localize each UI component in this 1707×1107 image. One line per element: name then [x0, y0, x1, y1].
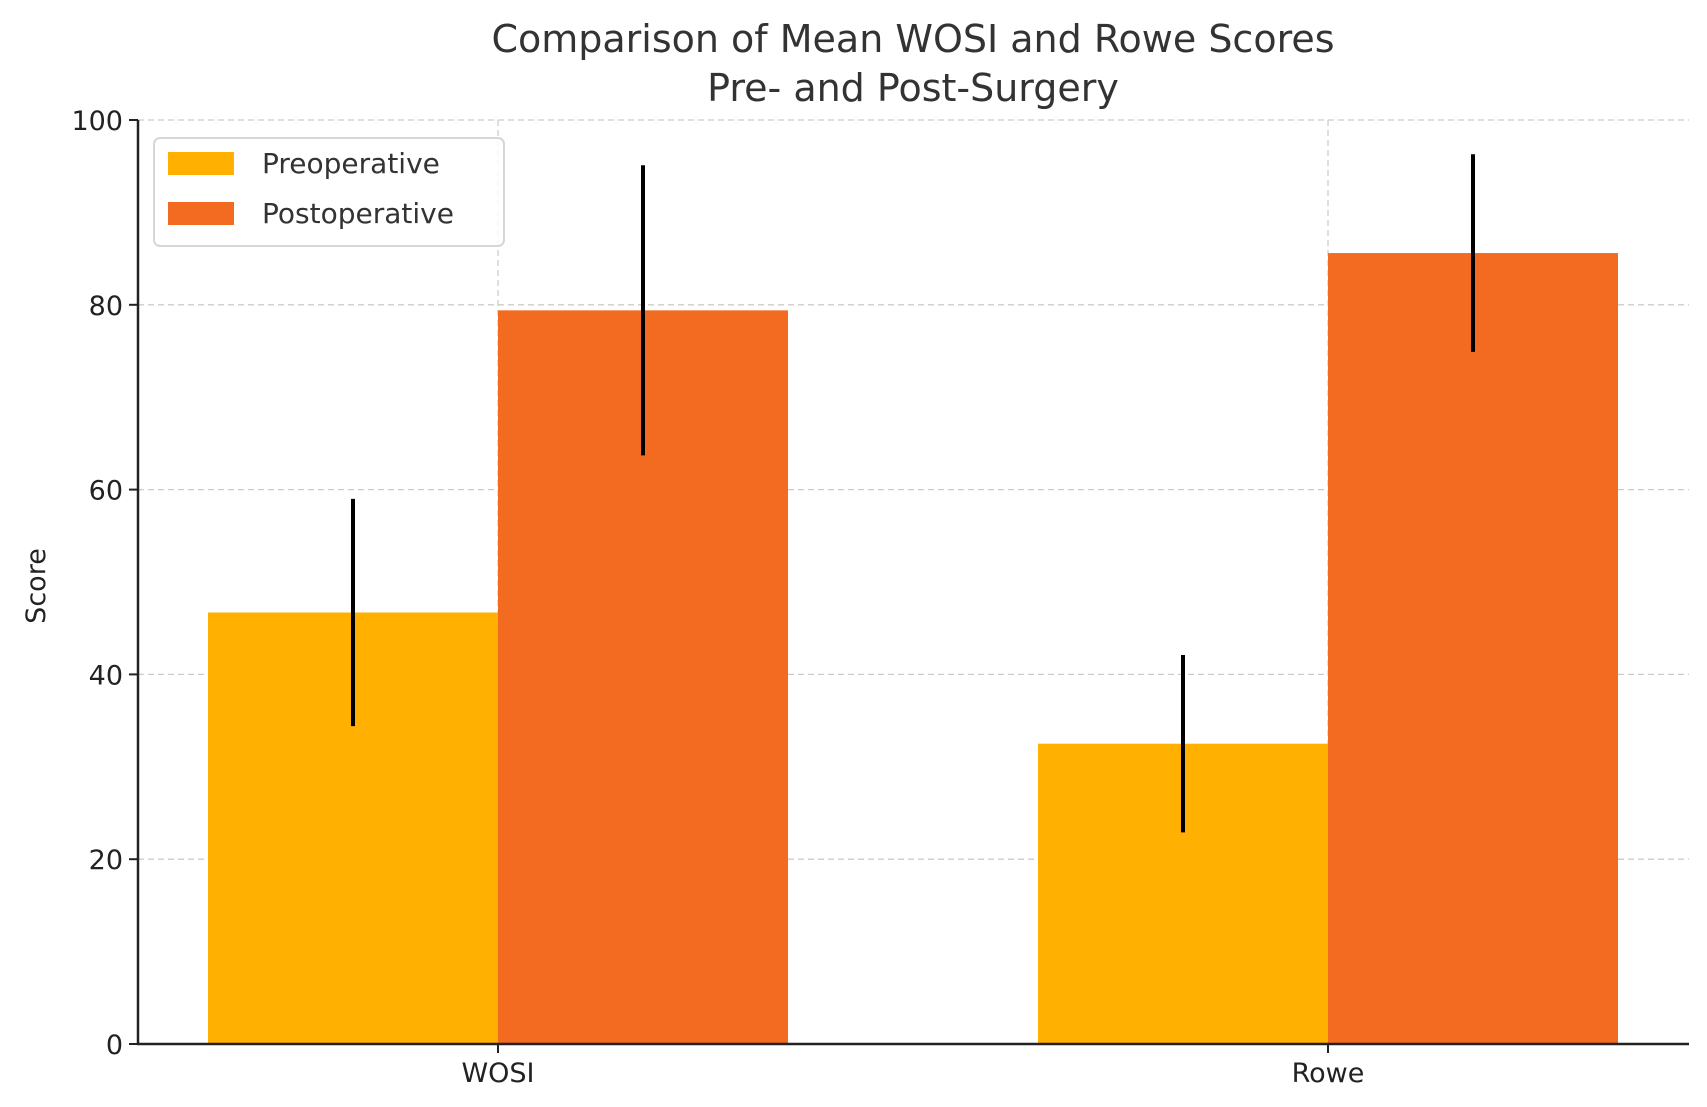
- chart-title: Comparison of Mean WOSI and Rowe Scores …: [491, 17, 1334, 110]
- axes: [136, 120, 1689, 1046]
- x-tick-label: Rowe: [1292, 1058, 1365, 1089]
- legend: Preoperative Postoperative: [153, 137, 505, 247]
- y-tick-label: 20: [89, 845, 123, 876]
- chart-title-line-2: Pre- and Post-Surgery: [707, 66, 1119, 110]
- bars: [208, 253, 1618, 1044]
- x-tick-label: WOSI: [461, 1058, 534, 1089]
- y-tick-label: 80: [89, 291, 123, 322]
- legend-box: [153, 137, 505, 247]
- error-bars: [351, 154, 1475, 833]
- y-ticks: 0 20 40 60 80 100: [71, 106, 138, 1061]
- y-tick-label: 40: [89, 660, 123, 691]
- chart-title-line-1: Comparison of Mean WOSI and Rowe Scores: [491, 17, 1334, 61]
- bar-postoperative-rowe: [1328, 253, 1618, 1044]
- x-ticks: WOSI Rowe: [461, 1044, 1364, 1089]
- legend-swatch-preoperative: [168, 152, 234, 175]
- legend-label-postoperative: Postoperative: [262, 197, 454, 230]
- y-tick-label: 0: [106, 1030, 123, 1061]
- y-axis-label: Score: [21, 548, 52, 624]
- y-tick-label: 60: [89, 476, 123, 507]
- y-tick-label: 100: [71, 106, 123, 137]
- legend-swatch-postoperative: [168, 202, 234, 225]
- legend-label-preoperative: Preoperative: [262, 147, 440, 180]
